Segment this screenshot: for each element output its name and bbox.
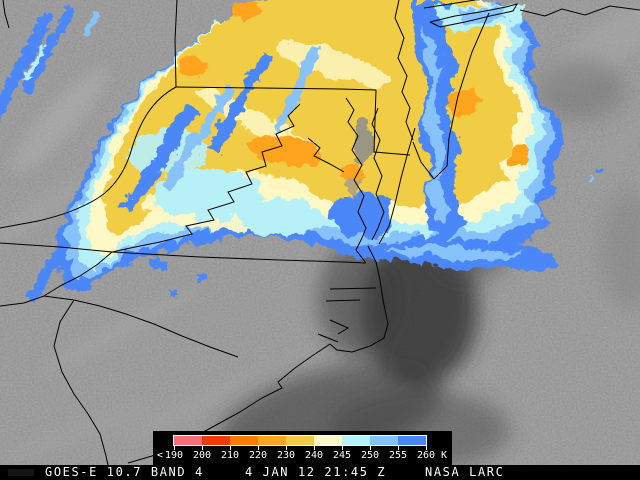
coastal-blue-swath — [408, 0, 522, 240]
caption-datetime-label: 4 JAN 12 21:45 Z — [245, 465, 387, 479]
state-borders — [0, 0, 640, 465]
sound-albemarle-2 — [325, 299, 361, 302]
colorbar-segment-cyan — [342, 436, 370, 445]
colorbar-tick — [370, 446, 371, 450]
cloud-interior-patches — [117, 37, 390, 238]
colorbar-tick — [202, 446, 203, 450]
cloud-shield — [55, 0, 560, 292]
colorbar-tick-label: 240 — [304, 450, 324, 461]
colorbar-labels: < K 190 200 210 220 230 240 245 250 255 260 — [153, 450, 452, 462]
colorbar-tick — [398, 446, 399, 450]
caption-credit-label: NASA LARC — [425, 465, 505, 479]
colorbar-tick-label: 250 — [360, 450, 380, 461]
colorbar-tick-label: 200 — [192, 450, 212, 461]
border-wv-va — [111, 103, 301, 253]
river-potomac — [307, 137, 345, 173]
river-neuse — [317, 333, 339, 343]
coast-long-island — [429, 3, 519, 28]
coast-chesapeake-east — [371, 107, 385, 241]
colorbar-tick — [286, 446, 287, 450]
colorbar-tick — [230, 446, 231, 450]
amber-cloud-cores — [175, 0, 525, 177]
colorbar-segment-cream — [314, 436, 342, 445]
coast-new-england — [519, 5, 640, 17]
colorbar-tick-label: 190 — [164, 450, 184, 461]
colorbar-ticks — [174, 446, 428, 450]
coast-nj — [412, 12, 490, 180]
sound-albemarle — [329, 287, 377, 290]
detached-cloud-streaks — [0, 3, 602, 302]
border-ohio-river — [0, 86, 177, 229]
colorbar-segment-red-orange — [202, 436, 230, 445]
colorbar-tick — [314, 446, 315, 450]
coast-delmarva-ocean — [378, 127, 416, 245]
colorbar-tick-label: 210 — [220, 450, 240, 461]
caption-instrument-label: GOES-E 10.7 BAND 4 — [45, 465, 204, 479]
coast-chesapeake-west — [345, 97, 367, 239]
border-ga-corner — [0, 295, 75, 307]
temperature-colorbar: < K 190 200 210 220 230 240 245 250 255 260 — [153, 431, 452, 465]
colorbar-tick — [342, 446, 343, 450]
colorbar-tick-label: 255 — [388, 450, 408, 461]
coast-ct — [423, 0, 476, 9]
colorbar-tick — [174, 446, 175, 450]
colorbar-less-than-symbol: < — [156, 450, 164, 461]
colorbar-segment-amber — [258, 436, 286, 445]
border-pa-west — [174, 0, 178, 88]
light-cloud-wisps — [0, 5, 640, 459]
colorbar-tick-label: 220 — [248, 450, 268, 461]
colorbar-segment-light-blue — [370, 436, 398, 445]
colorbar-unit-label: K — [440, 450, 448, 461]
colorbar-tick-label: 260 — [416, 450, 436, 461]
colorbar-segment-blue — [398, 436, 426, 445]
colorbar-segment-orange — [230, 436, 258, 445]
caption-bar: GOES-E 10.7 BAND 4 4 JAN 12 21:45 Z NASA… — [0, 465, 640, 480]
satellite-map — [0, 0, 640, 465]
colorbar-tick — [258, 446, 259, 450]
border-va-nc — [0, 242, 367, 264]
colorbar-strip — [173, 435, 427, 446]
colorbar-tick — [426, 446, 427, 450]
border-top-left — [2, 0, 10, 29]
colorbar-segment-pink — [174, 436, 202, 445]
border-de-md — [373, 89, 411, 156]
border-sc-ga — [53, 299, 109, 465]
colorbar-segment-gold — [286, 436, 314, 445]
caption-faint-mark — [8, 469, 34, 476]
border-mason-dixon — [175, 86, 377, 91]
colorbar-tick-label: 245 — [332, 450, 352, 461]
border-nc-tn — [43, 251, 113, 297]
colorbar-tick-label: 230 — [276, 450, 296, 461]
river-pamlico — [329, 319, 350, 335]
border-delaware-river — [394, 0, 414, 141]
coast-va — [355, 237, 367, 264]
border-nc-sc — [73, 299, 239, 358]
coast-outer-banks — [329, 245, 389, 353]
